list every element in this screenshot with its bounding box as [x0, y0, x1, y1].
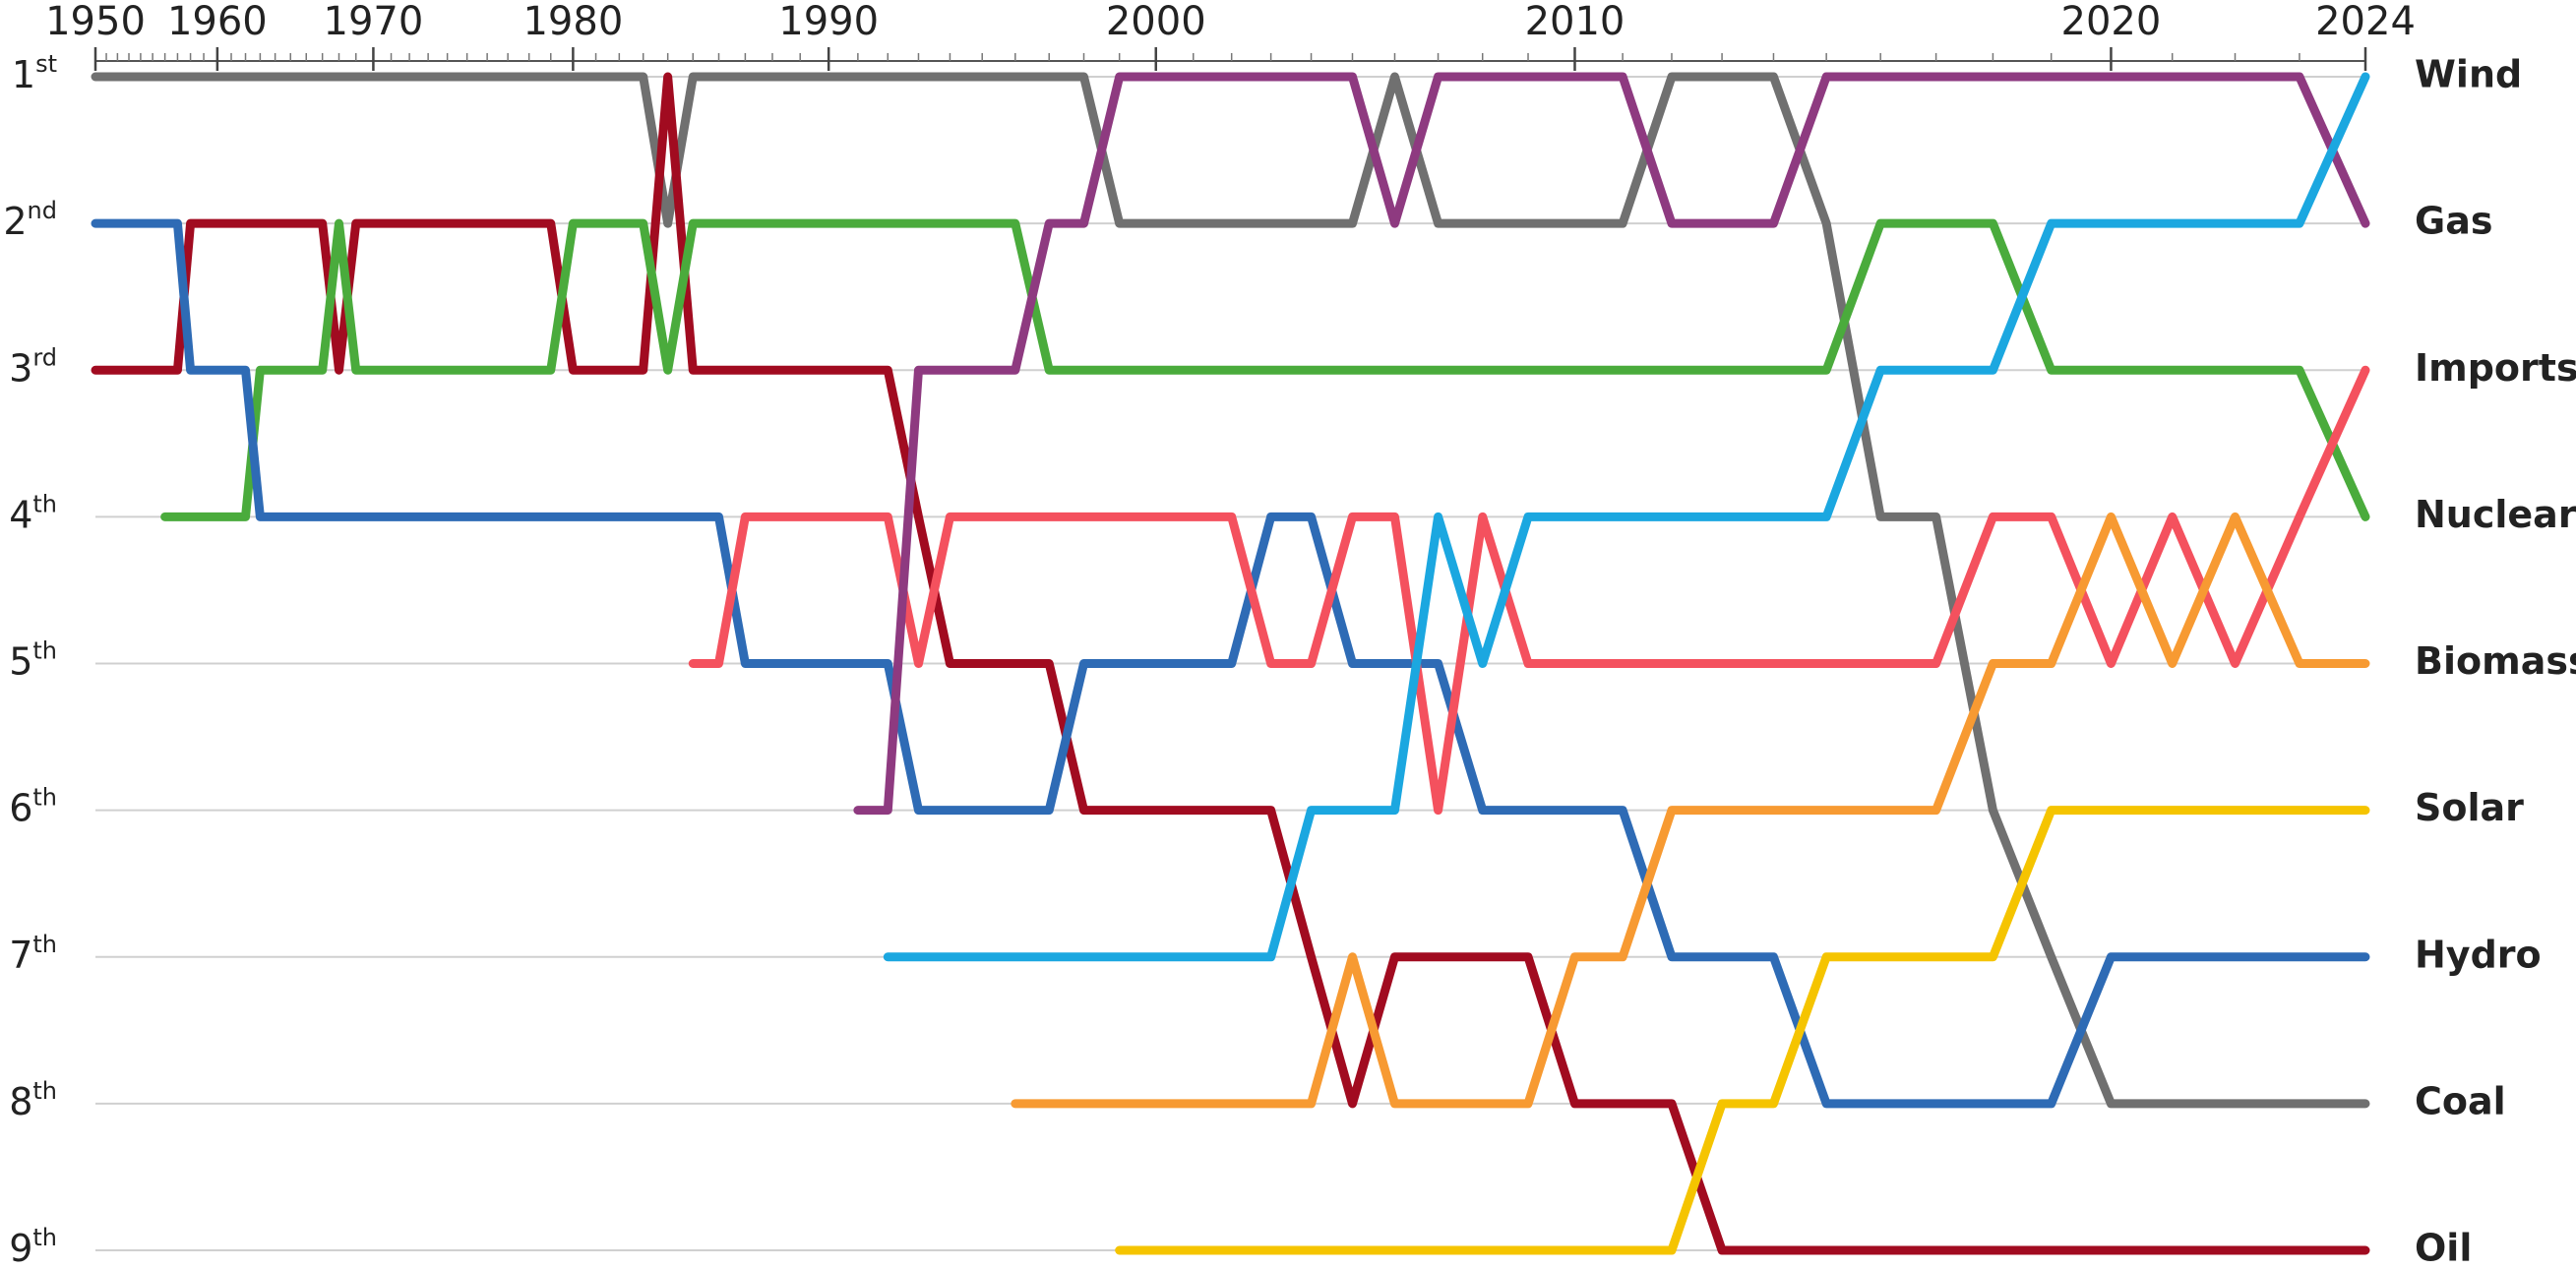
- plot-area: [91, 72, 2370, 1255]
- series-label: Biomass: [2415, 639, 2576, 683]
- x-axis: 1950 1960 1970 1980 1990 2000 2010 2020 2024: [45, 0, 2416, 71]
- y-tick-label: 2nd: [3, 197, 57, 243]
- x-tick-label: 2010: [1525, 0, 1625, 44]
- series-line: [91, 72, 2370, 1109]
- y-tick-label: 3rd: [9, 343, 57, 390]
- series-label: Coal: [2415, 1079, 2506, 1122]
- series-line: [883, 72, 2370, 962]
- y-tick-label: 7th: [9, 931, 57, 977]
- series-line: [688, 365, 2370, 816]
- y-tick-label: 4th: [9, 490, 57, 536]
- x-tick-label: 2020: [2061, 0, 2162, 44]
- x-tick-label: 1980: [522, 0, 623, 44]
- series-line: [1011, 512, 2370, 1109]
- y-tick-label: 9th: [9, 1224, 57, 1270]
- series-line: [91, 218, 2370, 1109]
- y-tick-label: 8th: [9, 1077, 57, 1123]
- series-label: Solar: [2415, 786, 2524, 829]
- series-line: [853, 72, 2370, 816]
- series-label: Wind: [2415, 53, 2522, 96]
- labels: 1st 2nd 3rd 4th 5th 6th 7th 8th 9th Coal Oil Nuclea…: [3, 50, 2576, 1270]
- series-label: Hydro: [2415, 933, 2542, 976]
- x-tick-label: 1990: [778, 0, 879, 44]
- series-label: Imports: [2415, 346, 2576, 390]
- y-tick-label: 1st: [12, 50, 57, 96]
- series-line: [1115, 806, 2370, 1255]
- y-tick-label: 6th: [9, 784, 57, 830]
- series-line: [91, 72, 2370, 1255]
- x-tick-label: 2000: [1106, 0, 1206, 44]
- x-tick-label: 1970: [324, 0, 424, 44]
- x-tick-label: 2024: [2315, 0, 2416, 44]
- series-label: Nuclear: [2415, 493, 2576, 536]
- x-tick-label: 1950: [45, 0, 146, 44]
- series-line: [160, 218, 2370, 521]
- series-label: Oil: [2415, 1227, 2472, 1270]
- y-tick-label: 5th: [9, 637, 57, 684]
- x-tick-label: 1960: [167, 0, 268, 44]
- series-label: Gas: [2415, 200, 2492, 243]
